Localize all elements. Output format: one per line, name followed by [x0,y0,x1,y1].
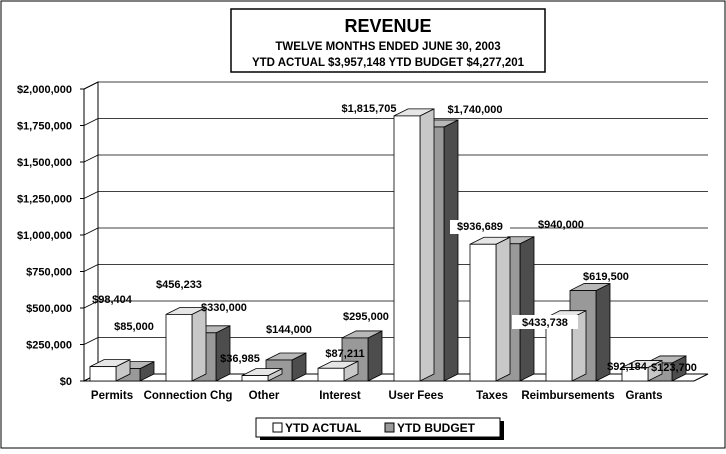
gridline-diagonal [83,81,99,90]
y-tick-label: $2,000,000 [17,84,72,96]
bar-ytd-actual [469,243,497,382]
x-category-label: Other [249,390,280,402]
y-tick-label: $0 [60,376,72,388]
bar-ytd-actual [89,366,117,382]
bar-ytd-budget-side [519,236,535,382]
x-category-label: Permits [91,390,133,402]
x-category-label: User Fees [389,390,444,402]
chart-summary: YTD ACTUAL $3,957,148 YTD BUDGET $4,277,… [252,57,525,69]
chart-subtitle: TWELVE MONTHS ENDED JUNE 30, 2003 [275,41,500,53]
data-label-ytd-budget: $619,500 [583,271,629,283]
bar-ytd-actual [393,115,421,382]
data-label-ytd-budget: $144,000 [266,324,312,336]
data-label-ytd-budget: $330,000 [201,302,247,314]
y-tick-label: $1,750,000 [17,121,72,133]
gridline-diagonal [83,337,99,345]
bar-ytd-actual [317,367,345,382]
data-label-ytd-budget: $123,700 [651,362,697,374]
legend-label-ytd-actual: YTD ACTUAL [285,421,361,435]
gridline-diagonal [83,154,99,163]
plot-area: $0 $250,000 $500,000 $750,000 $1,000,000 $1,2… [17,81,709,402]
y-tick-label: $500,000 [26,303,72,315]
gridline-diagonal [83,264,99,272]
gridline-diagonal [83,118,99,126]
legend-box [255,417,501,438]
y-tick-label: $250,000 [26,340,72,352]
data-label-ytd-budget: $295,000 [343,311,389,323]
data-label-ytd-actual: $36,985 [220,353,260,365]
data-label-ytd-actual: $456,233 [156,279,202,291]
legend-swatch-ytd-budget [384,422,395,433]
gridline-diagonal [83,191,99,199]
data-label-ytd-actual: $87,211 [325,348,364,360]
y-tick-label: $750,000 [26,267,72,279]
bar-ytd-actual [621,367,649,382]
title-box: REVENUE TWELVE MONTHS ENDED JUNE 30, 200… [230,8,546,73]
data-label-ytd-budget: $1,740,000 [447,104,502,116]
data-label-background [512,315,578,329]
y-tick-label: $1,250,000 [17,194,72,206]
data-label-ytd-actual: $92,184 [607,361,648,373]
y-tick-label: $1,000,000 [17,230,72,242]
data-label-ytd-budget: $940,000 [538,219,584,231]
x-category-label: Reimbursements [521,390,614,402]
gridline-diagonal [83,300,99,309]
x-category-label: Interest [319,390,361,402]
legend: YTD ACTUAL YTD BUDGET [255,417,504,440]
bar-ytd-actual-side [419,108,435,382]
x-category-label: Grants [625,390,662,402]
data-label-ytd-actual: $936,689 [457,221,503,233]
data-label-ytd-actual: $98,404 [92,294,133,306]
bar-ytd-actual-side [495,236,511,382]
gridline-diagonal [83,227,99,236]
bar-ytd-budget-side [443,119,459,382]
bar-ytd-actual-side [191,306,207,382]
bar-ytd-budget-side [367,330,383,382]
legend-swatch-ytd-actual [272,422,283,433]
x-category-label: Taxes [476,390,508,402]
data-label-ytd-budget: $85,000 [114,321,154,333]
y-tick-label: $1,500,000 [17,157,72,169]
x-category-label: Connection Chg [144,390,233,402]
bar-ytd-actual [241,375,269,382]
legend-label-ytd-budget: YTD BUDGET [397,421,476,435]
chart-title: REVENUE [344,16,431,36]
data-label-ytd-actual: $1,815,705 [341,103,396,115]
data-label-background [450,220,510,234]
data-label-ytd-actual: $433,738 [522,317,568,329]
bar-ytd-actual [165,313,193,382]
